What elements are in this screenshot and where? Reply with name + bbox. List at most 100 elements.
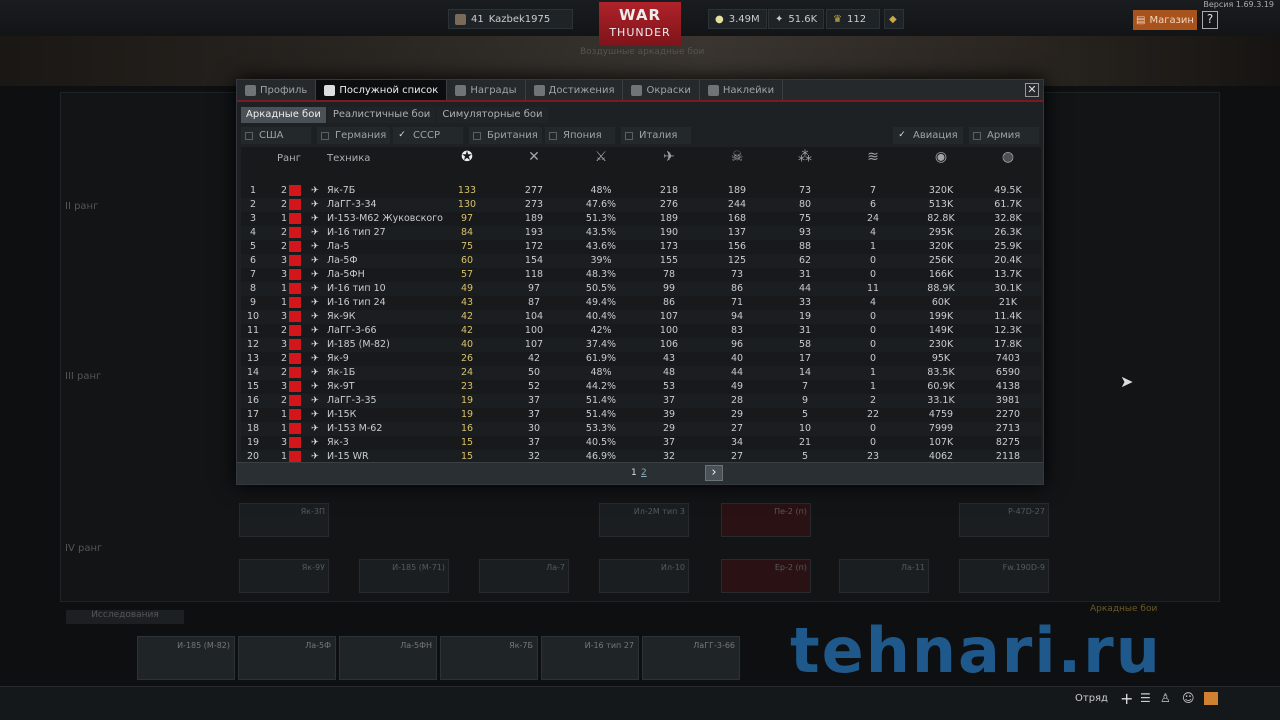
- checkbox[interactable]: [245, 131, 253, 140]
- vehicle-card[interactable]: Як-3П: [239, 503, 329, 537]
- table-row[interactable]: 1 2 ✈ Як-7Б 133 277 48% 218 189 73 7 320K 49.5K: [241, 184, 1041, 198]
- crew-slot[interactable]: Як-7Б: [440, 636, 538, 680]
- stat-cell: 19: [460, 395, 474, 406]
- crew-slot[interactable]: ЛаГГ-3-66: [642, 636, 740, 680]
- silver-balance[interactable]: ● 3.49M: [708, 9, 767, 29]
- table-row[interactable]: 16 2 ✈ ЛаГГ-3-35 19 37 51.4% 37 28 9 2 33.1K 3981: [241, 394, 1041, 408]
- tab-1[interactable]: Послужной список: [316, 80, 448, 100]
- table-row[interactable]: 20 1 ✈ И-15 WR 15 32 46.9% 32 27 5 23 4062 2118: [241, 450, 1041, 464]
- game-mode-select[interactable]: Воздушные аркадные бои: [580, 47, 705, 57]
- checkbox[interactable]: [973, 131, 981, 140]
- vehicle-card[interactable]: Ер-2 (п): [721, 559, 811, 593]
- table-row[interactable]: 17 1 ✈ И-15К 19 37 51.4% 39 29 5 22 4759 2270: [241, 408, 1041, 422]
- table-row[interactable]: 7 3 ✈ Ла-5ФН 57 118 48.3% 78 73 31 0 166K 13.7K: [241, 268, 1041, 282]
- table-row[interactable]: 13 2 ✈ Як-9 26 42 61.9% 43 40 17 0 95K 7403: [241, 352, 1041, 366]
- friends-icon[interactable]: ♙: [1160, 691, 1171, 705]
- add-squad-button[interactable]: +: [1120, 689, 1134, 708]
- vehicle-name: Ла-5: [327, 241, 350, 252]
- checkbox[interactable]: [321, 131, 329, 140]
- stat-cell: 48%: [590, 367, 612, 378]
- type-filter[interactable]: ✓ Авиация: [893, 127, 963, 144]
- stat-cell: 33.1K: [927, 395, 955, 406]
- ussr-flag-icon: [289, 283, 301, 294]
- rp-balance[interactable]: ✦ 51.6K: [768, 9, 825, 29]
- stat-cell: 40: [460, 339, 474, 350]
- page-2[interactable]: 2: [641, 468, 647, 478]
- nation-filter[interactable]: Италия: [621, 127, 691, 144]
- vehicle-card[interactable]: Fw.190D-9: [959, 559, 1049, 593]
- mode-tab[interactable]: Аркадные бои: [241, 107, 326, 123]
- vehicle-card[interactable]: Ил-2М тип 3: [599, 503, 689, 537]
- table-row[interactable]: 4 2 ✈ И-16 тип 27 84 193 43.5% 190 137 93 4 295K 26.…: [241, 226, 1041, 240]
- filter-label: Британия: [487, 130, 538, 141]
- table-row[interactable]: 12 3 ✈ И-185 (М-82) 40 107 37.4% 106 96 58 0 230K 17…: [241, 338, 1041, 352]
- vehicle-card[interactable]: Ил-10: [599, 559, 689, 593]
- mail-icon[interactable]: [1204, 692, 1218, 705]
- nation-filter[interactable]: ✓ СССР: [393, 127, 463, 144]
- next-page-button[interactable]: ›: [705, 465, 723, 481]
- row-number: 20: [246, 451, 260, 462]
- shop-button[interactable]: ▤ Магазин: [1133, 10, 1197, 30]
- checkbox[interactable]: [549, 131, 557, 140]
- vehicle-card[interactable]: P-47D-27: [959, 503, 1049, 537]
- vehicle-card[interactable]: Пе-2 (п): [721, 503, 811, 537]
- mode-tab[interactable]: Симуляторные бои: [437, 107, 548, 123]
- help-button[interactable]: ?: [1202, 11, 1218, 29]
- table-row[interactable]: 15 3 ✈ Як-9Т 23 52 44.2% 53 49 7 1 60.9K 4138: [241, 380, 1041, 394]
- nation-filter[interactable]: Япония: [545, 127, 615, 144]
- table-row[interactable]: 8 1 ✈ И-16 тип 10 49 97 50.5% 99 86 44 11 88.9K 30.1…: [241, 282, 1041, 296]
- table-row[interactable]: 9 1 ✈ И-16 тип 24 43 87 49.4% 86 71 33 4 60K 21K: [241, 296, 1041, 310]
- table-row[interactable]: 18 1 ✈ И-153 М-62 16 30 53.3% 29 27 10 0 7999 2713: [241, 422, 1041, 436]
- tab-4[interactable]: Окраски: [623, 80, 700, 100]
- crew-slot[interactable]: И-185 (М-82): [137, 636, 235, 680]
- close-button[interactable]: ✕: [1025, 83, 1039, 97]
- tab-5[interactable]: Наклейки: [700, 80, 784, 100]
- table-row[interactable]: 14 2 ✈ Як-1Б 24 50 48% 48 44 14 1 83.5K 6590: [241, 366, 1041, 380]
- nation-filter[interactable]: Британия: [469, 127, 542, 144]
- player-profile-button[interactable]: 41 Kazbek1975: [448, 9, 573, 29]
- premium-button[interactable]: ◆: [884, 9, 904, 29]
- table-row[interactable]: 5 2 ✈ Ла-5 75 172 43.6% 173 156 88 1 320K 25.9K: [241, 240, 1041, 254]
- stat-cell: 71: [730, 297, 744, 308]
- stat-cell: 0: [869, 437, 877, 448]
- mode-tab[interactable]: Реалистичные бои: [327, 107, 436, 123]
- vehicle-rank: 2: [281, 353, 288, 364]
- research-toggle[interactable]: Исследования: [66, 610, 184, 624]
- naval-kills-icon: ≋: [867, 149, 879, 165]
- chat-icon[interactable]: ☺: [1182, 691, 1195, 705]
- checkbox[interactable]: ✓: [898, 129, 906, 140]
- type-filter[interactable]: Армия: [969, 127, 1039, 144]
- table-row[interactable]: 2 2 ✈ ЛаГГ-3-34 130 273 47.6% 276 244 80 6 513K 61.7…: [241, 198, 1041, 212]
- tab-3[interactable]: Достижения: [526, 80, 624, 100]
- list-icon[interactable]: ☰: [1140, 691, 1151, 705]
- crew-slot[interactable]: Ла-5Ф: [238, 636, 336, 680]
- crew-slot[interactable]: И-16 тип 27: [541, 636, 639, 680]
- gold-balance[interactable]: ♛ 112: [826, 9, 880, 29]
- checkbox[interactable]: [473, 131, 481, 140]
- nation-filter[interactable]: США: [241, 127, 311, 144]
- table-row[interactable]: 3 1 ✈ И-153-М62 Жуковского 97 189 51.3% 189 168 7…: [241, 212, 1041, 226]
- stat-cell: 4062: [928, 451, 954, 462]
- table-row[interactable]: 19 3 ✈ Як-3 15 37 40.5% 37 34 21 0 107K 8275: [241, 436, 1041, 450]
- stat-cell: 7: [801, 381, 809, 392]
- table-row[interactable]: 10 3 ✈ Як-9К 42 104 40.4% 107 94 19 0 199K 11.4K: [241, 310, 1041, 324]
- table-row[interactable]: 11 2 ✈ ЛаГГ-3-66 42 100 42% 100 83 31 0 149K 12.3K: [241, 324, 1041, 338]
- vehicle-card[interactable]: И-185 (М-71): [359, 559, 449, 593]
- checkbox[interactable]: [625, 131, 633, 140]
- checkbox[interactable]: ✓: [398, 129, 406, 140]
- vehicle-name: И-15 WR: [327, 451, 369, 462]
- vehicle-card[interactable]: Ла-7: [479, 559, 569, 593]
- tab-0[interactable]: Профиль: [237, 80, 317, 100]
- table-row[interactable]: 6 3 ✈ Ла-5Ф 60 154 39% 155 125 62 0 256K 20.4K: [241, 254, 1041, 268]
- game-logo[interactable]: WAR THUNDER: [599, 2, 681, 46]
- page-1[interactable]: 1: [631, 468, 637, 478]
- vehicle-card[interactable]: Ла-11: [839, 559, 929, 593]
- vehicle-rank: 1: [281, 283, 288, 294]
- crew-slot[interactable]: Ла-5ФН: [339, 636, 437, 680]
- cart-icon: ▤: [1136, 14, 1146, 26]
- vehicle-card[interactable]: Як-9У: [239, 559, 329, 593]
- row-number: 12: [246, 339, 260, 350]
- stat-cell: 19: [798, 311, 812, 322]
- nation-filter[interactable]: Германия: [317, 127, 391, 144]
- tab-2[interactable]: Награды: [447, 80, 526, 100]
